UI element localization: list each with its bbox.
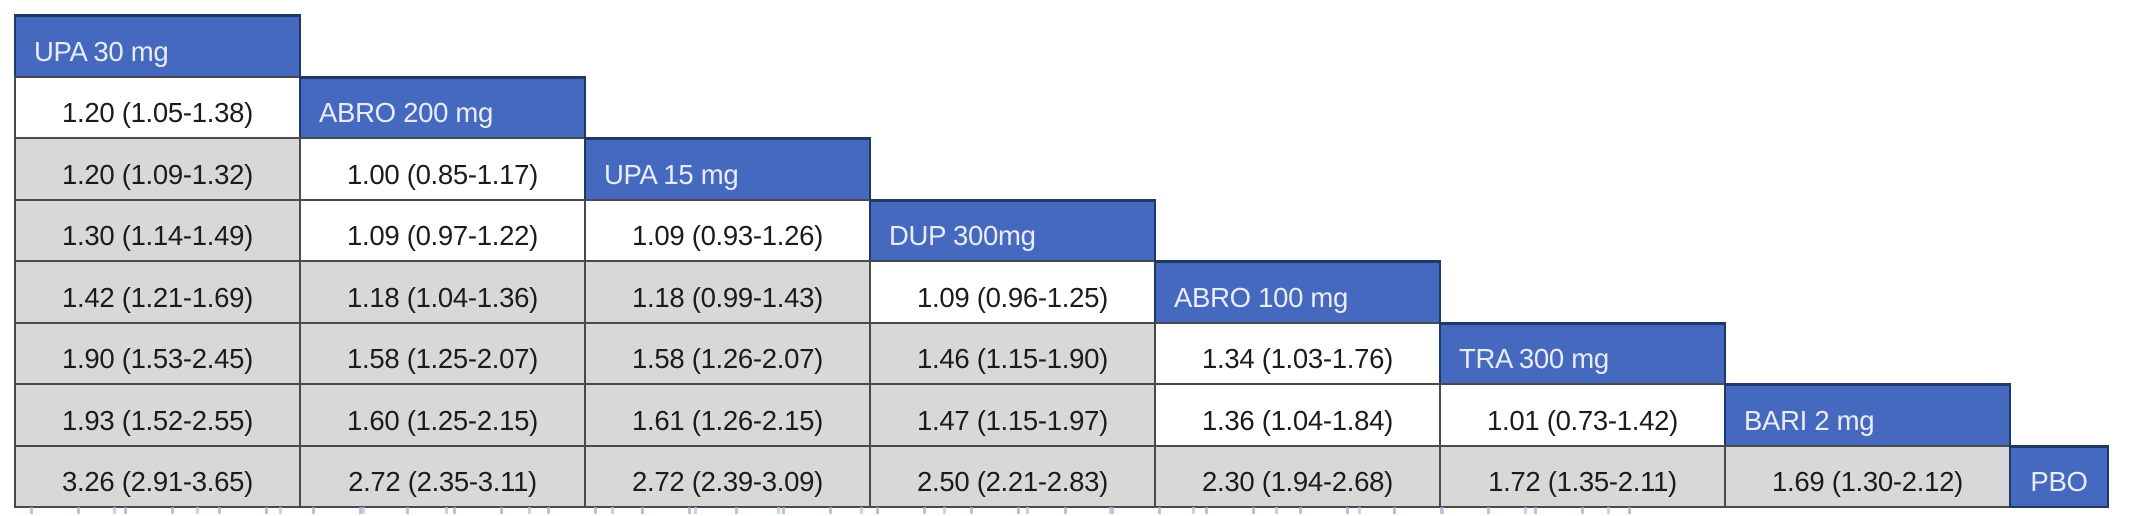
- treatment-header-cell: TRA 300 mg: [1439, 321, 1726, 385]
- comparison-cell: 1.46 (1.15-1.90): [869, 321, 1156, 385]
- comparison-cell: 2.50 (2.21-2.83): [869, 444, 1156, 508]
- comparison-cell: 1.58 (1.26-2.07): [584, 321, 871, 385]
- comparison-cell: 3.26 (2.91-3.65): [14, 444, 301, 508]
- table-row: 3.26 (2.91-3.65) 2.72 (2.35-3.11) 2.72 (2.…: [14, 444, 2109, 508]
- comparison-cell: 1.01 (0.73-1.42): [1439, 383, 1726, 447]
- treatment-header-cell: ABRO 100 mg: [1154, 260, 1441, 324]
- table-row: 1.20 (1.09-1.32) 1.00 (0.85-1.17) UPA 15 m…: [14, 137, 2109, 201]
- comparison-cell: 1.93 (1.52-2.55): [14, 383, 301, 447]
- comparison-cell: 1.30 (1.14-1.49): [14, 198, 301, 262]
- comparison-cell: 1.72 (1.35-2.11): [1439, 444, 1726, 508]
- comparison-cell: 1.60 (1.25-2.15): [299, 383, 586, 447]
- treatment-header-cell: UPA 30 mg: [14, 14, 301, 78]
- comparison-cell: 1.18 (1.04-1.36): [299, 260, 586, 324]
- treatment-header-cell: UPA 15 mg: [584, 137, 871, 201]
- comparison-cell: 1.09 (0.96-1.25): [869, 260, 1156, 324]
- table-row: 1.20 (1.05-1.38) ABRO 200 mg: [14, 75, 2109, 139]
- comparison-cell: 1.36 (1.04-1.84): [1154, 383, 1441, 447]
- comparison-cell: 1.90 (1.53-2.45): [14, 321, 301, 385]
- table-row: 1.42 (1.21-1.69) 1.18 (1.04-1.36) 1.18 (0.…: [14, 260, 2109, 324]
- table-row: 1.90 (1.53-2.45) 1.58 (1.25-2.07) 1.58 (1.…: [14, 321, 2109, 385]
- comparison-cell: 1.09 (0.93-1.26): [584, 198, 871, 262]
- comparison-cell: 1.69 (1.30-2.12): [1724, 444, 2011, 508]
- table-row: UPA 30 mg: [14, 14, 2109, 78]
- comparison-cell: 1.58 (1.25-2.07): [299, 321, 586, 385]
- comparison-cell: 1.42 (1.21-1.69): [14, 260, 301, 324]
- comparison-cell: 2.72 (2.35-3.11): [299, 444, 586, 508]
- comparison-cell: 1.20 (1.05-1.38): [14, 75, 301, 139]
- treatment-header-cell: PBO: [2009, 444, 2109, 508]
- comparison-cell: 2.30 (1.94-2.68): [1154, 444, 1441, 508]
- comparison-cell: 1.09 (0.97-1.22): [299, 198, 586, 262]
- table-row: 1.30 (1.14-1.49) 1.09 (0.97-1.22) 1.09 (0.…: [14, 198, 2109, 262]
- treatment-header-cell: ABRO 200 mg: [299, 75, 586, 139]
- treatment-header-cell: BARI 2 mg: [1724, 383, 2011, 447]
- comparison-cell: 1.34 (1.03-1.76): [1154, 321, 1441, 385]
- league-table: UPA 30 mg 1.20 (1.05-1.38) ABRO 200 mg 1.20…: [14, 14, 2109, 508]
- comparison-cell: 1.00 (0.85-1.17): [299, 137, 586, 201]
- comparison-cell: 1.18 (0.99-1.43): [584, 260, 871, 324]
- comparison-cell: 1.20 (1.09-1.32): [14, 137, 301, 201]
- table-row: 1.93 (1.52-2.55) 1.60 (1.25-2.15) 1.61 (1.…: [14, 383, 2109, 447]
- comparison-cell: 2.72 (2.39-3.09): [584, 444, 871, 508]
- comparison-cell: 1.47 (1.15-1.97): [869, 383, 1156, 447]
- treatment-header-cell: DUP 300mg: [869, 198, 1156, 262]
- clipped-footnote-marks: [30, 507, 1670, 514]
- comparison-cell: 1.61 (1.26-2.15): [584, 383, 871, 447]
